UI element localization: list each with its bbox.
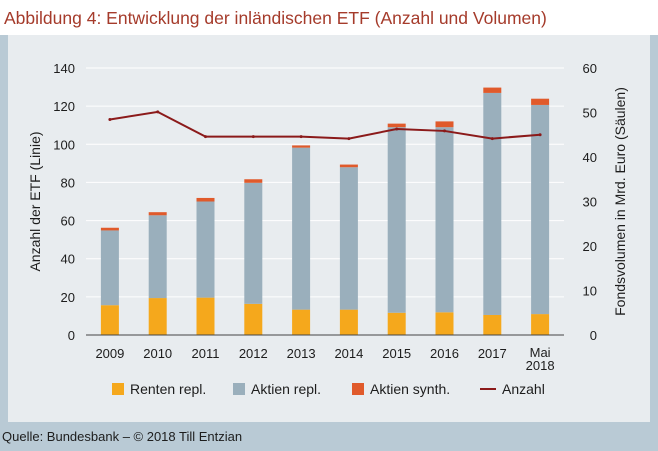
line-anzahl [109, 110, 541, 140]
y2-tick-label: 50 [583, 106, 597, 121]
y-tick-label: 100 [53, 137, 75, 152]
bar-segment [483, 314, 502, 335]
x-tick-label: 2009 [95, 346, 124, 361]
bar-segment [196, 197, 215, 202]
bar-segment [196, 201, 215, 298]
line-point [299, 135, 303, 139]
y-tick-label: 80 [61, 175, 75, 190]
bar-segment [244, 182, 263, 304]
line-point [538, 133, 542, 137]
title-bar: Abbildung 4: Entwicklung der inländische… [0, 0, 658, 35]
y-tick-label: 0 [68, 328, 75, 343]
bar-segment [387, 127, 406, 313]
legend-swatch [352, 383, 364, 395]
x-tick-label: Mai [530, 345, 551, 360]
bar-series [100, 87, 550, 335]
bar-segment [100, 305, 119, 335]
y-tick-label: 140 [53, 61, 75, 76]
y-tick-label: 60 [61, 214, 75, 229]
bar-segment [531, 314, 550, 335]
bar-segment [100, 230, 119, 306]
x-tick-label: 2013 [287, 346, 316, 361]
axes: 0 20 40 60 80 100 120 140 0 10 20 30 40 50 60 2009 2010 2… [27, 61, 628, 373]
y2-tick-label: 60 [583, 61, 597, 76]
line-point [108, 117, 112, 121]
source-note: Quelle: Bundesbank – © 2018 Till Entzian [2, 429, 243, 444]
line-point [204, 135, 207, 139]
bar-segment [339, 167, 358, 310]
legend-label: Aktien synth. [370, 381, 450, 397]
y-axis-title: Anzahl der ETF (Linie) [27, 131, 43, 271]
line-point [156, 110, 160, 114]
bar-segment [531, 104, 550, 315]
bar-segment [339, 309, 358, 335]
bar-segment [100, 227, 119, 231]
x-tick-label: 2012 [239, 346, 268, 361]
line-point [251, 135, 255, 139]
bar-segment [292, 309, 311, 335]
y2-axis-title: Fondsvolumen in Mrd. Euro (Säulen) [612, 87, 628, 316]
line-point [490, 137, 494, 141]
bar-segment [339, 164, 358, 168]
bar-segment [196, 297, 215, 335]
bar-segment [531, 98, 550, 105]
bar-segment [483, 92, 502, 315]
legend-swatch [233, 383, 245, 395]
legend-label: Aktien repl. [251, 381, 321, 397]
y-tick-label: 120 [53, 99, 75, 114]
bar-segment [435, 127, 454, 313]
line-series [108, 110, 542, 141]
bar-segment [292, 147, 311, 310]
bar-segment [244, 179, 263, 183]
y2-tick-label: 20 [583, 239, 597, 254]
figure-title: Abbildung 4: Entwicklung der inländische… [4, 8, 547, 28]
x-tick-label: 2010 [143, 346, 172, 361]
y-tick-label: 20 [61, 290, 75, 305]
line-point [443, 129, 446, 133]
x-tick-label: 2017 [478, 346, 507, 361]
y2-tick-label: 40 [583, 150, 597, 165]
y2-tick-label: 0 [590, 328, 597, 343]
bar-segment [387, 123, 406, 128]
bar-segment [483, 87, 502, 93]
bar-segment [148, 215, 167, 299]
bar-segment [244, 303, 263, 335]
bar-segment [292, 145, 311, 148]
bar-segment [148, 212, 167, 216]
x-tick-label: 2016 [430, 346, 459, 361]
line-point [395, 127, 399, 131]
legend-label: Renten repl. [130, 381, 206, 397]
bar-segment [148, 298, 167, 335]
bar-segment [435, 312, 454, 335]
legend-label: Anzahl [502, 381, 545, 397]
legend: Renten repl. Aktien repl. Aktien synth. Anz… [112, 381, 545, 397]
bar-segment [435, 121, 454, 128]
x-tick-label: 2011 [192, 346, 220, 361]
line-point [347, 137, 351, 141]
y2-tick-label: 30 [583, 195, 597, 210]
legend-swatch [112, 383, 124, 395]
y-tick-label: 40 [61, 252, 75, 267]
x-tick-label: 2018 [526, 358, 555, 373]
bar-segment [387, 312, 406, 335]
y2-tick-label: 10 [583, 284, 597, 299]
x-tick-label: 2014 [334, 346, 363, 361]
x-tick-label: 2015 [382, 346, 411, 361]
